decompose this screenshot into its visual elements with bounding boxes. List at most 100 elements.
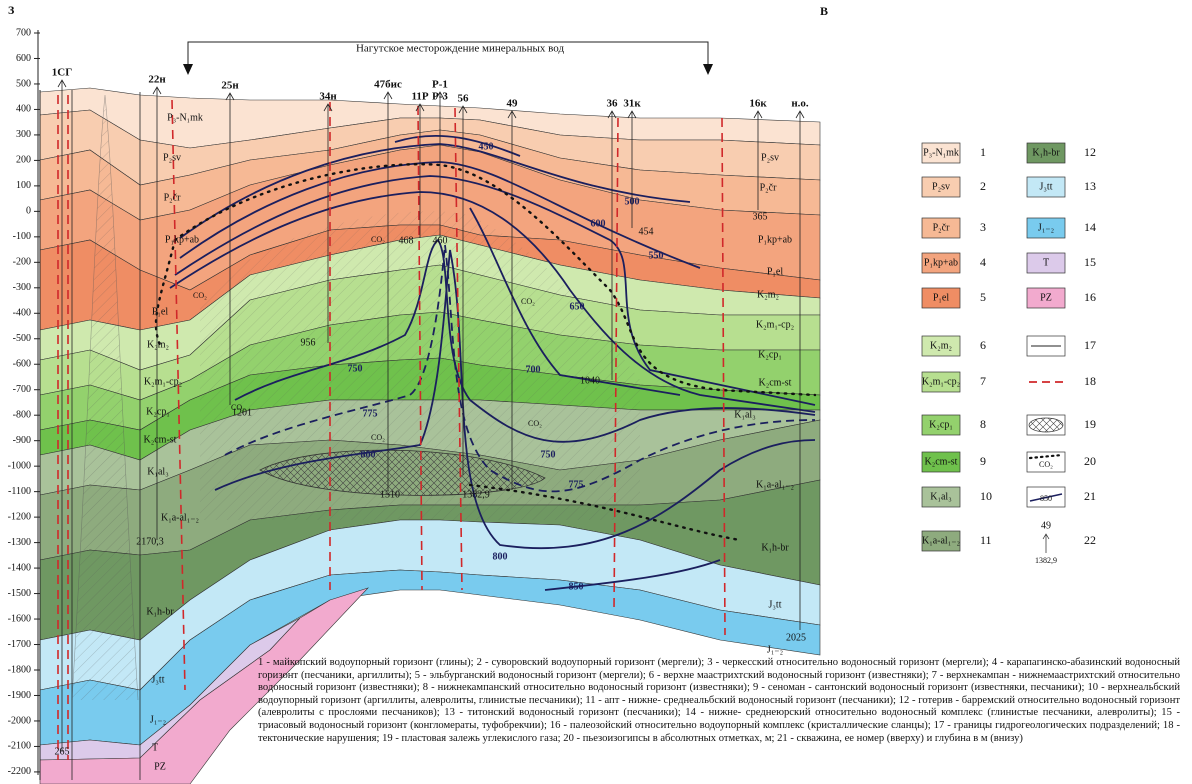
well-label: 47бис xyxy=(374,79,402,91)
y-tick-label: -2200 xyxy=(8,766,31,777)
west-label: З xyxy=(8,3,14,17)
well-depth: 265 xyxy=(55,746,70,757)
y-tick-label: -2000 xyxy=(8,715,31,726)
layer-label: K₁al₃ xyxy=(734,409,755,420)
layer-label: J₃tt xyxy=(769,599,782,610)
y-tick-label: -1200 xyxy=(8,511,31,522)
co2-label: CO₂ xyxy=(371,433,385,442)
legend-number: 7 xyxy=(980,374,986,388)
legend-symbol: K₂cm-st xyxy=(925,456,958,467)
isoline-label: 775 xyxy=(569,479,584,490)
isoline-label: 450 xyxy=(479,141,494,152)
legend-number: 18 xyxy=(1084,374,1096,388)
legend-symbol: J₁₋₂ xyxy=(1038,222,1054,233)
legend-number: 4 xyxy=(980,255,986,269)
isoline-label: 750 xyxy=(541,449,556,460)
y-tick-label: -200 xyxy=(13,257,31,268)
layer-label: K₂cp₁ xyxy=(146,406,170,417)
layer-label: K₂cp₁ xyxy=(758,349,782,360)
y-tick-label: -900 xyxy=(13,435,31,446)
y-tick-label: -1700 xyxy=(8,639,31,650)
legend-number: 12 xyxy=(1084,145,1096,159)
legend-symbol: K₂m₁-cp₂ xyxy=(922,376,960,387)
layer-label: T xyxy=(152,742,158,753)
layer-label: K₁al₃ xyxy=(147,466,168,477)
isoline-label: 550 xyxy=(649,250,664,261)
section-figure: З В Нагутское месторождение минеральных во… xyxy=(0,0,1192,784)
layer-label: K₁a-al₁₋₂ xyxy=(756,479,794,490)
isoline-label: 800 xyxy=(361,449,376,460)
well-depth: 956 xyxy=(301,337,316,348)
y-tick-label: -1400 xyxy=(8,562,31,573)
well-label: 31к xyxy=(623,98,641,110)
page: Геологический разрез html,body{margin:0;… xyxy=(0,0,1192,784)
legend-number: 16 xyxy=(1084,290,1096,304)
legend-number: 9 xyxy=(980,454,986,468)
y-tick-label: -300 xyxy=(13,282,31,293)
well-depth: 1040 xyxy=(580,375,600,386)
bracket-arrows xyxy=(183,64,713,75)
y-tick-label: 600 xyxy=(16,53,31,64)
y-tick-label: -1800 xyxy=(8,664,31,675)
isoline-label: 800 xyxy=(493,551,508,562)
layer-label: K₂cm-st xyxy=(144,434,177,445)
deposit-label: Нагутское месторождение минеральных вод xyxy=(356,43,565,55)
well-label: 16к xyxy=(749,98,767,110)
legend-symbol: PZ xyxy=(1040,292,1052,303)
well-label: Р-3 xyxy=(432,91,448,103)
layer-label: P₁el xyxy=(152,306,168,317)
legend-number: 15 xyxy=(1084,255,1096,269)
y-tick-label: 500 xyxy=(16,78,31,89)
layer-label: K₂m₁-cp₂ xyxy=(756,319,794,330)
legend-symbol: P₁el xyxy=(933,292,949,303)
legend-number: 21 xyxy=(1084,489,1096,503)
legend-caption: 1 - майкопский водоупорный горизонт (гли… xyxy=(258,657,1180,745)
y-tick-label: -1500 xyxy=(8,588,31,599)
well-depth: 460 xyxy=(433,235,448,246)
y-tick-label: -1600 xyxy=(8,613,31,624)
well-label: н.о. xyxy=(791,98,809,110)
well-label: 49 xyxy=(507,98,519,110)
legend-symbol: K₁al₃ xyxy=(930,491,951,502)
co2-label: CO₂ xyxy=(528,419,542,428)
isoline-label: 650 xyxy=(570,301,585,312)
legend-number: 8 xyxy=(980,417,986,431)
well-depth: 1510 xyxy=(380,489,400,500)
layer-label: J₁₋₂ xyxy=(150,714,166,725)
y-tick-label: 200 xyxy=(16,155,31,166)
legend-number: 1 xyxy=(980,145,986,159)
legend-number: 3 xyxy=(980,220,986,234)
well-label: 36 xyxy=(607,98,619,110)
layer-label: K₂m₂ xyxy=(147,339,169,350)
well-depth: 2170,3 xyxy=(136,536,164,547)
layer-label: P₁kp+ab xyxy=(165,234,199,245)
y-tick-label: -700 xyxy=(13,384,31,395)
layer-label: P₂sv xyxy=(163,152,181,163)
y-tick-label: -1000 xyxy=(8,460,31,471)
co2-label: CO₂ xyxy=(231,403,245,412)
layer-label: K₂cm-st xyxy=(759,377,792,388)
layer-label: P₃-N₁mk xyxy=(167,112,203,123)
y-tick-label: -500 xyxy=(13,333,31,344)
layer-label: K₂m₁-cp₂ xyxy=(144,376,182,387)
east-label: В xyxy=(820,4,828,18)
legend-symbol: K₂m₂ xyxy=(930,340,952,351)
isoline-label: 500 xyxy=(625,196,640,207)
legend-symbol: 850 xyxy=(1040,494,1052,503)
layer-label: P₂sv xyxy=(761,152,779,163)
y-tick-label: 300 xyxy=(16,129,31,140)
legend-well: 49 xyxy=(1041,520,1051,531)
legend-number: 22 xyxy=(1084,533,1096,547)
y-tick-label: 700 xyxy=(16,27,31,38)
well-label: 25н xyxy=(221,80,239,92)
well-depth: 2025 xyxy=(786,632,806,643)
y-tick-label: -1300 xyxy=(8,537,31,548)
layer-label: P₂čr xyxy=(760,182,777,193)
legend-gas xyxy=(1029,418,1063,432)
y-tick-label: 400 xyxy=(16,104,31,115)
well-label: 56 xyxy=(458,93,470,105)
well-label: 34н xyxy=(319,91,337,103)
legend-symbol: P₂čr xyxy=(933,222,950,233)
y-tick-label: -1100 xyxy=(8,486,31,497)
